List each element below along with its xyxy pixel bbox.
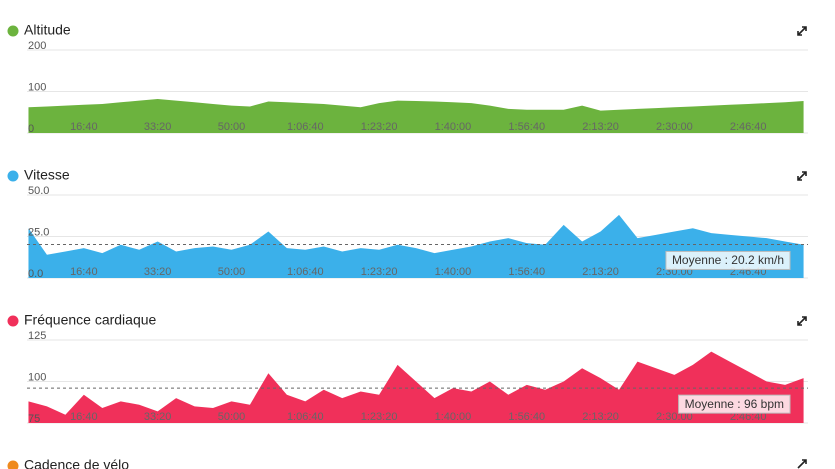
x-tick-label: 16:40 — [70, 411, 98, 423]
y-tick-label: 75 — [28, 413, 40, 425]
legend-dot — [7, 170, 19, 182]
mean-label-text: Moyenne : 96 bpm — [685, 397, 784, 411]
x-tick-label: 1:06:40 — [287, 266, 324, 278]
y-tick-label: 125 — [28, 330, 46, 342]
y-tick-label: 25.0 — [28, 226, 49, 238]
x-tick-label: 16:40 — [70, 266, 98, 278]
area — [28, 98, 804, 133]
x-tick-label: 16:40 — [70, 121, 98, 133]
chart-title: Cadence de vélo — [24, 457, 129, 469]
y-tick-label: 50.0 — [28, 185, 49, 197]
y-tick-label: 0 — [28, 123, 34, 135]
x-tick-label: 1:56:40 — [508, 411, 545, 423]
expand-icon[interactable] — [797, 459, 807, 469]
legend-dot — [7, 460, 19, 469]
x-tick-label: 50:00 — [218, 121, 246, 133]
expand-icons — [797, 26, 807, 469]
y-tick-label: 100 — [28, 371, 46, 383]
x-tick-label: 1:40:00 — [435, 121, 472, 133]
x-tick-label: 2:13:20 — [582, 121, 619, 133]
x-tick-label: 1:06:40 — [287, 411, 324, 423]
legend-dot — [7, 315, 19, 327]
expand-icon[interactable] — [797, 26, 807, 36]
x-tick-label: 1:40:00 — [435, 411, 472, 423]
chart-title: Fréquence cardiaque — [24, 312, 157, 328]
x-tick-label: 2:46:40 — [730, 411, 767, 423]
chart-title: Altitude — [24, 22, 71, 38]
legend-dot — [7, 25, 19, 37]
x-tick-label: 2:13:20 — [582, 411, 619, 423]
x-tick-label: 2:30:00 — [656, 411, 693, 423]
mean-label-box — [665, 250, 791, 270]
x-tick-label: 1:56:40 — [508, 266, 545, 278]
x-tick-label: 1:40:00 — [435, 266, 472, 278]
mean-label-text: Moyenne : 20.2 km/h — [672, 253, 784, 267]
expand-icon[interactable] — [797, 171, 807, 181]
x-tick-label: 1:06:40 — [287, 121, 324, 133]
y-tick-label: 0.0 — [28, 268, 43, 280]
x-tick-label: 2:13:20 — [582, 266, 619, 278]
chart-title: Vitesse — [24, 167, 70, 183]
x-tick-label: 2:30:00 — [656, 121, 693, 133]
x-tick-label: 1:23:20 — [361, 266, 398, 278]
x-tick-label: 33:20 — [144, 411, 172, 423]
y-tick-label: 100 — [28, 81, 46, 93]
area — [28, 214, 804, 278]
x-tick-label: 1:23:20 — [361, 411, 398, 423]
x-tick-label: 2:46:40 — [730, 121, 767, 133]
area — [28, 351, 804, 423]
x-tick-label: 33:20 — [144, 121, 172, 133]
x-tick-label: 50:00 — [218, 411, 246, 423]
x-tick-label: 1:56:40 — [508, 121, 545, 133]
mean-label: Moyenne : 96 bpm — [678, 394, 791, 414]
y-tick-label: 200 — [28, 40, 46, 52]
x-tick-label: 1:23:20 — [361, 121, 398, 133]
x-tick-label: 50:00 — [218, 266, 246, 278]
mean-label: Moyenne : 20.2 km/h — [665, 250, 791, 270]
expand-icon[interactable] — [797, 316, 807, 326]
x-tick-label: 33:20 — [144, 266, 172, 278]
mean-label-box — [678, 394, 791, 414]
